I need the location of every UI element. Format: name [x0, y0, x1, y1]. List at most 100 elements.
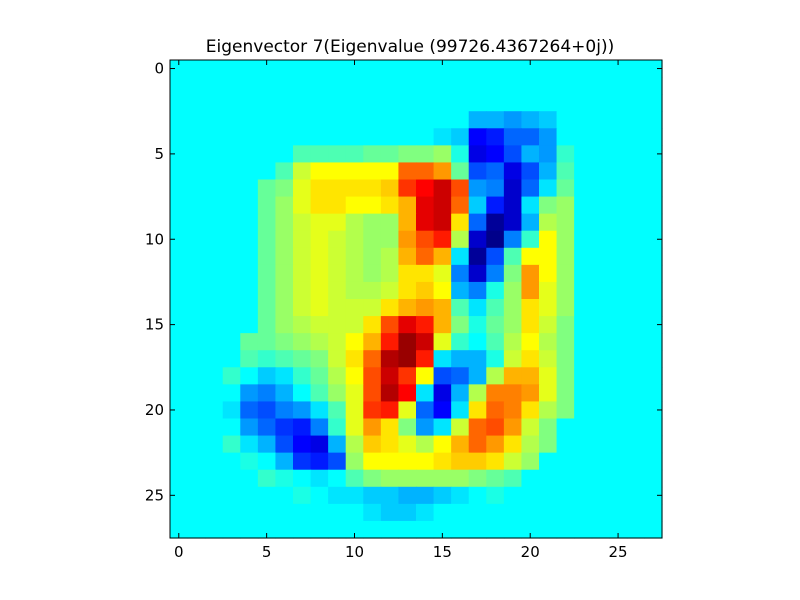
heatmap-cell: [503, 196, 523, 215]
heatmap-cell: [539, 230, 558, 249]
heatmap-cell: [521, 128, 540, 146]
heatmap-cell: [468, 94, 487, 112]
heatmap-cell: [398, 94, 417, 112]
heatmap-cell: [187, 418, 206, 437]
heatmap-cell: [328, 213, 347, 232]
heatmap-cell: [574, 213, 593, 232]
heatmap-cell: [486, 316, 505, 334]
heatmap-cell: [257, 128, 277, 146]
heatmap-cell: [293, 299, 312, 317]
heatmap-cell: [451, 247, 470, 266]
heatmap-cell: [293, 60, 312, 78]
heatmap-cell: [626, 60, 646, 78]
heatmap-cell: [222, 196, 241, 215]
heatmap-cell: [556, 94, 575, 112]
heatmap-cell: [451, 128, 470, 146]
heatmap-cell: [416, 384, 435, 403]
heatmap-cell: [187, 196, 206, 215]
heatmap-cell: [328, 299, 347, 317]
heatmap-cell: [556, 281, 575, 300]
heatmap-cell: [293, 162, 312, 181]
heatmap-cell: [187, 230, 206, 249]
heatmap-cell: [521, 350, 540, 368]
heatmap-cell: [486, 452, 505, 471]
heatmap-cell: [468, 213, 487, 232]
heatmap-cell: [644, 435, 663, 454]
heatmap-cell: [345, 333, 364, 351]
heatmap-cell: [328, 179, 347, 198]
heatmap-cell: [363, 264, 382, 283]
heatmap-cell: [503, 435, 523, 454]
heatmap-cell: [644, 77, 663, 95]
heatmap-cell: [503, 299, 523, 317]
heatmap-cell: [363, 350, 382, 368]
heatmap-cell: [644, 469, 663, 488]
heatmap-cell: [609, 452, 628, 471]
heatmap-cell: [539, 299, 558, 317]
heatmap-cell: [222, 486, 241, 505]
heatmap-cell: [310, 401, 329, 420]
heatmap-cell: [416, 350, 435, 368]
heatmap-cell: [275, 281, 294, 300]
heatmap-cell: [433, 350, 452, 368]
heatmap-cell: [187, 367, 206, 385]
heatmap-cell: [275, 520, 294, 539]
heatmap-cell: [626, 247, 646, 266]
heatmap-cell: [451, 60, 470, 78]
heatmap-cell: [644, 281, 663, 300]
heatmap-cell: [363, 520, 382, 539]
heatmap-cell: [609, 350, 628, 368]
heatmap-cell: [398, 213, 417, 232]
heatmap-cell: [257, 469, 277, 488]
heatmap-cell: [486, 247, 505, 266]
heatmap-cell: [503, 384, 523, 403]
heatmap-cell: [275, 111, 294, 129]
heatmap-cell: [170, 145, 189, 164]
heatmap-cell: [574, 230, 593, 249]
heatmap-cell: [205, 486, 224, 505]
heatmap-cell: [609, 367, 628, 385]
heatmap-cell: [257, 503, 277, 522]
heatmap-cell: [170, 333, 189, 351]
heatmap-cell: [310, 316, 329, 334]
heatmap-cell: [416, 213, 435, 232]
heatmap-cell: [398, 179, 417, 198]
heatmap-cell: [521, 162, 540, 181]
heatmap-cell: [433, 486, 452, 505]
heatmap-cell: [416, 128, 435, 146]
heatmap-cell: [205, 213, 224, 232]
heatmap-cell: [521, 435, 540, 454]
heatmap-cell: [205, 94, 224, 112]
heatmap-cell: [591, 264, 610, 283]
heatmap-cell: [609, 520, 628, 539]
heatmap-cell: [380, 367, 400, 385]
heatmap-cell: [468, 503, 487, 522]
heatmap-cell: [310, 213, 329, 232]
heatmap-cell: [433, 77, 452, 95]
heatmap-cell: [503, 316, 523, 334]
x-tick-label: 25: [609, 543, 628, 561]
heatmap-cell: [486, 486, 505, 505]
heatmap-cell: [486, 469, 505, 488]
heatmap-cell: [257, 230, 277, 249]
heatmap-cell: [170, 350, 189, 368]
heatmap-cell: [539, 196, 558, 215]
heatmap-cell: [626, 418, 646, 437]
x-tick-label: 0: [174, 543, 184, 561]
heatmap-cell: [626, 196, 646, 215]
heatmap-cell: [170, 367, 189, 385]
heatmap-cell: [257, 264, 277, 283]
heatmap-cell: [539, 213, 558, 232]
heatmap-cell: [451, 316, 470, 334]
heatmap-cell: [187, 213, 206, 232]
heatmap-cell: [222, 60, 241, 78]
heatmap-cell: [416, 111, 435, 129]
heatmap-cell: [609, 128, 628, 146]
heatmap-cell: [310, 281, 329, 300]
heatmap-cell: [591, 145, 610, 164]
heatmap-cell: [380, 350, 400, 368]
heatmap-cell: [205, 162, 224, 181]
heatmap-cell: [363, 247, 382, 266]
heatmap-cell: [644, 247, 663, 266]
heatmap-cell: [416, 230, 435, 249]
